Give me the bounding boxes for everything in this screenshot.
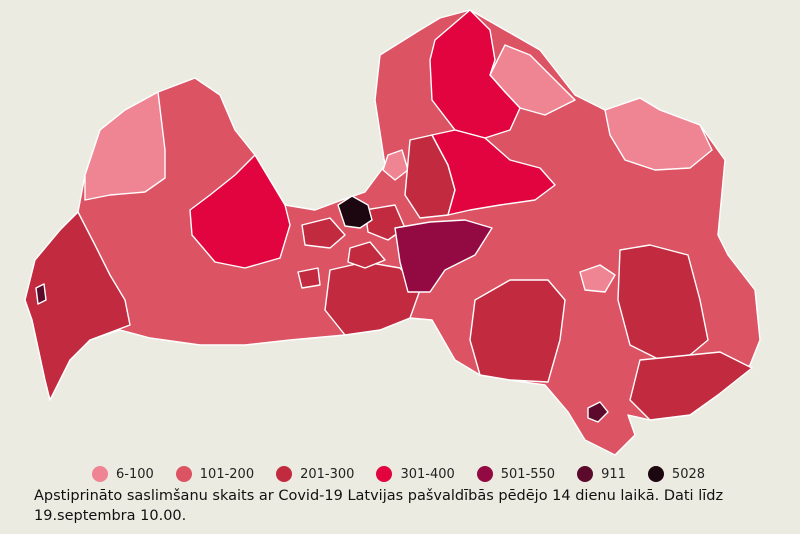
map-legend: 6-100 101-200 201-300 301-400 501-550 91… — [92, 463, 705, 485]
legend-label: 301-400 — [400, 466, 455, 482]
legend-item: 501-550 — [476, 466, 556, 482]
region-201-300 — [617, 244, 709, 361]
legend-swatch — [92, 466, 108, 482]
legend-swatch — [647, 466, 664, 482]
region-501-550 — [394, 219, 493, 293]
region-201-300 — [629, 351, 753, 421]
legend-swatch — [276, 466, 293, 482]
legend-label: 5028 — [671, 466, 706, 482]
region-301-400 — [431, 129, 556, 216]
legend-item: 101-200 — [175, 466, 255, 482]
legend-item: 6-100 — [92, 466, 154, 482]
region-5028-riga — [337, 195, 373, 229]
region-911 — [587, 401, 609, 423]
region-301-400 — [429, 9, 521, 139]
region-6-100 — [84, 91, 166, 201]
legend-label: 101-200 — [199, 466, 255, 482]
legend-label: 6-100 — [116, 466, 154, 482]
legend-item: 201-300 — [276, 466, 354, 482]
region-201-300 — [301, 217, 346, 249]
legend-item: 5028 — [647, 466, 706, 482]
legend-label: 201-300 — [300, 466, 355, 482]
region-911 — [35, 283, 47, 305]
region-201-300 — [297, 267, 321, 289]
region-201-300 — [347, 241, 386, 269]
legend-swatch — [476, 466, 493, 482]
region-201-300 — [469, 279, 566, 383]
legend-item: 301-400 — [376, 466, 455, 482]
map-caption: Apstiprināto saslimšanu skaits ar Covid-… — [34, 488, 724, 524]
region-201-300 — [24, 211, 131, 401]
region-6-100 — [604, 97, 713, 171]
legend-label: 501-550 — [500, 466, 556, 482]
legend-item: 911 — [577, 466, 626, 482]
latvia-choropleth-map — [24, 9, 761, 456]
legend-swatch — [577, 466, 594, 482]
legend-swatch — [175, 466, 192, 482]
region-301-400 — [189, 154, 291, 269]
legend-label: 911 — [601, 466, 626, 482]
region-6-100 — [579, 264, 616, 293]
region-6-100 — [382, 149, 409, 181]
legend-swatch — [376, 466, 393, 482]
